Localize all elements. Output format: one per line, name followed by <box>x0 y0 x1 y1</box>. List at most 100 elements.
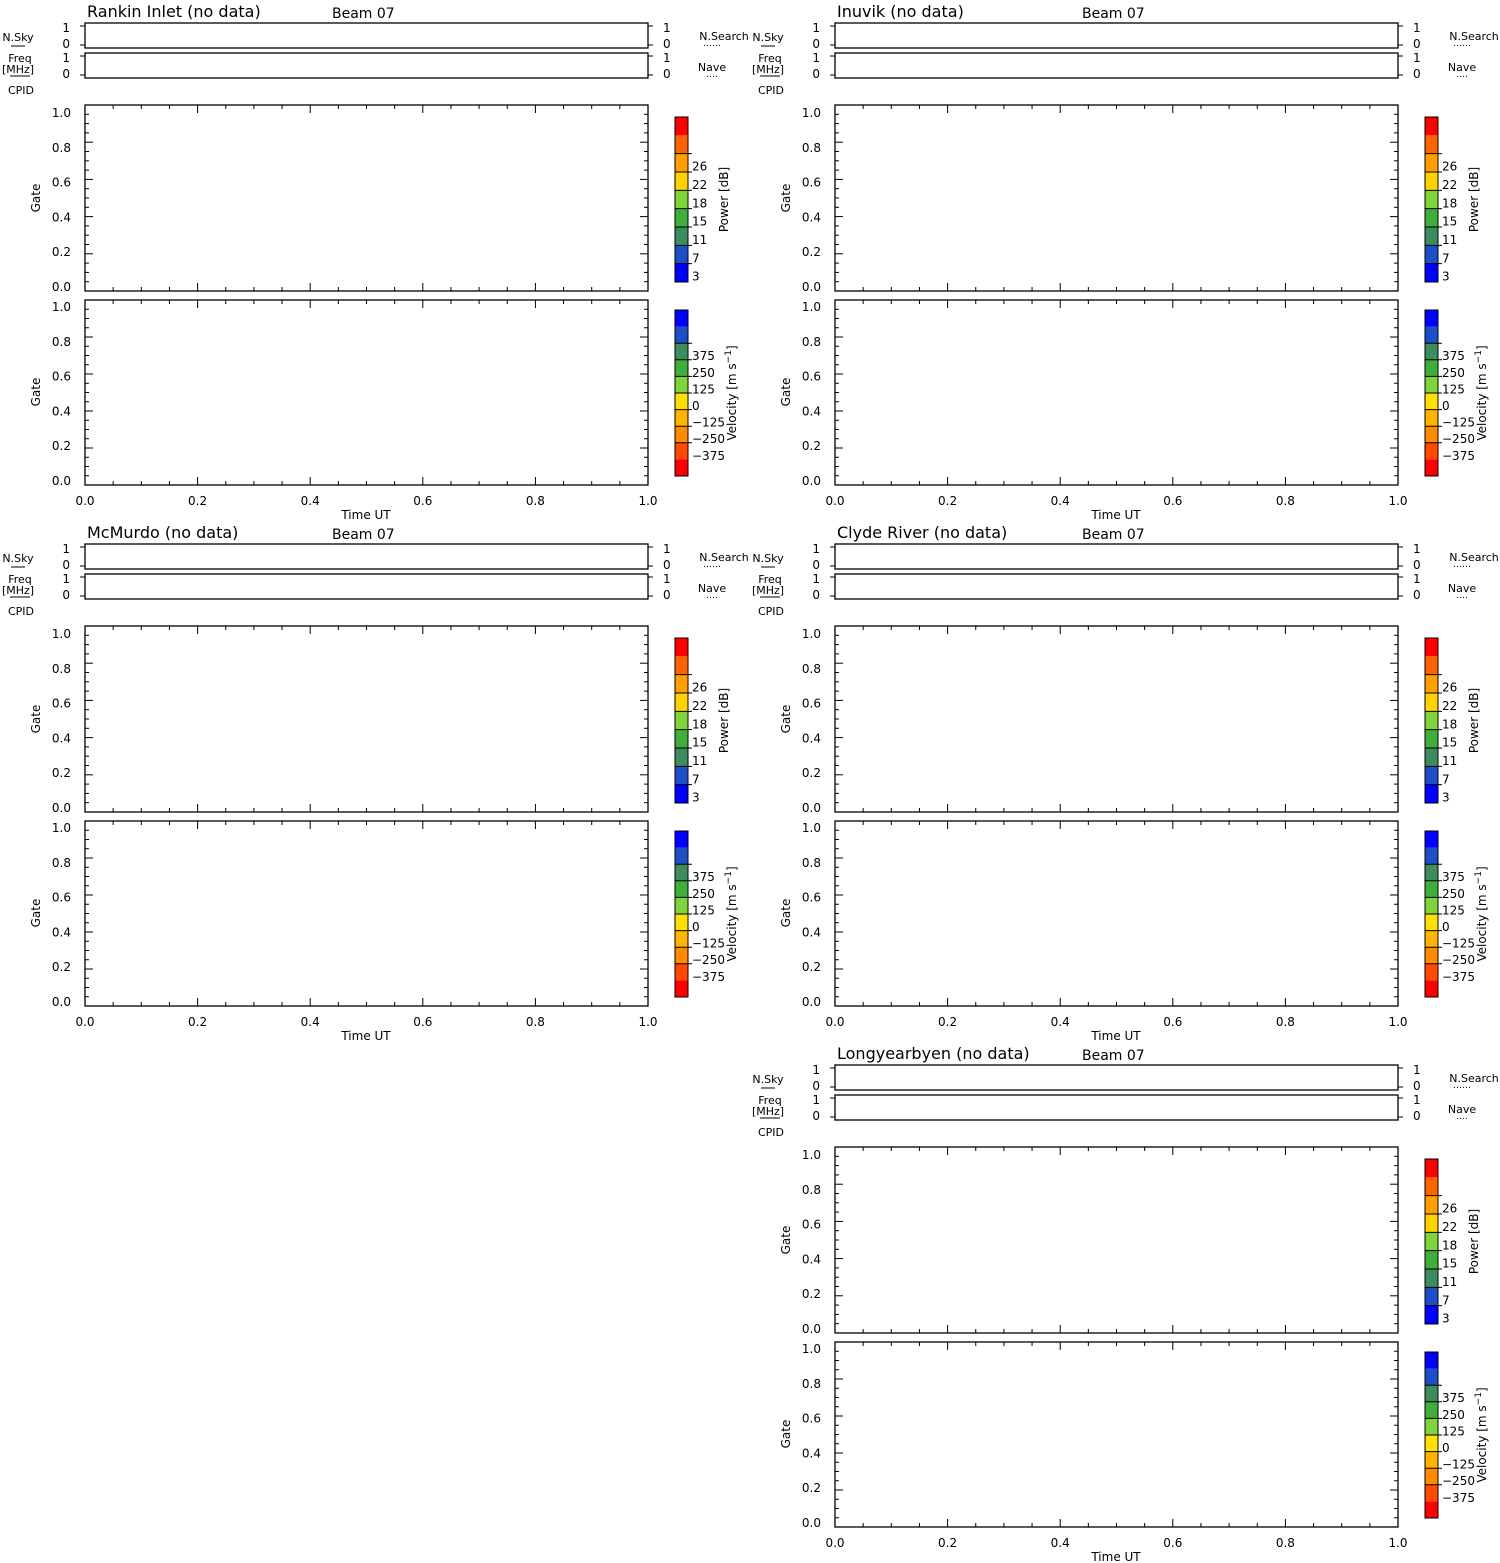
velocity-colorbar-tick-label: −375 <box>1442 970 1475 984</box>
freq-label: Freq <box>758 573 782 586</box>
xtick-label: 0.8 <box>526 1015 545 1029</box>
velocity-colorbar-swatch <box>675 847 688 865</box>
power-colorbar-swatch <box>1425 1214 1438 1233</box>
power-ytick-label: 0.6 <box>802 697 821 711</box>
velocity-colorbar-label: Velocity [m s−1] <box>1474 866 1489 961</box>
freq-label: Freq <box>8 52 32 65</box>
velocity-colorbar-tick-label: −125 <box>692 416 725 430</box>
strip1-right-tick-0: 0 <box>1413 558 1421 572</box>
velocity-colorbar-swatch <box>675 393 688 410</box>
xlabel: Time UT <box>1090 1550 1141 1563</box>
power-colorbar-swatch <box>675 208 688 227</box>
power-ytick-label: 0.4 <box>52 731 71 745</box>
power-ytick-label: 1.0 <box>52 106 71 120</box>
strip1-left-tick-1: 1 <box>812 542 820 556</box>
power-colorbar-swatch <box>1425 117 1438 136</box>
power-ytick-label: 0.8 <box>802 1183 821 1197</box>
power-ylabel: Gate <box>29 184 43 213</box>
strip1-right-tick-1: 1 <box>663 542 671 556</box>
power-colorbar-tick-label: 11 <box>692 754 707 768</box>
velocity-colorbar-tick-label: 125 <box>692 903 715 917</box>
power-colorbar-tick-label: 3 <box>692 791 700 805</box>
strip1-right-tick-1: 1 <box>663 21 671 35</box>
freq-label: Freq <box>758 52 782 65</box>
velocity-colorbar-swatch <box>1425 980 1438 997</box>
velocity-ylabel: Gate <box>779 899 793 928</box>
velocity-colorbar-tick-label: −375 <box>692 970 725 984</box>
power-colorbar-swatch <box>675 227 688 246</box>
power-ytick-label: 0.4 <box>802 731 821 745</box>
power-colorbar-swatch <box>675 656 688 675</box>
freq-strip <box>84 573 649 600</box>
mhz-label: [MHz] <box>752 584 784 597</box>
xtick-label: 0.2 <box>938 494 957 508</box>
velocity-colorbar-swatch <box>1425 1385 1438 1402</box>
velocity-ytick-label: 0.8 <box>52 856 71 870</box>
mhz-label: [MHz] <box>2 63 34 76</box>
power-colorbar-swatch <box>1425 153 1438 172</box>
velocity-colorbar-tick-label: 250 <box>1442 1408 1465 1422</box>
velocity-colorbar-swatch <box>1425 1368 1438 1386</box>
velocity-ytick-label: 0.6 <box>52 891 71 905</box>
power-ytick-label: 0.8 <box>802 662 821 676</box>
strip2-right-tick-1: 1 <box>663 572 671 586</box>
power-colorbar-tick-label: 7 <box>692 251 700 265</box>
power-colorbar-tick-label: 7 <box>1442 1293 1450 1307</box>
xtick-label: 0.4 <box>301 1015 320 1029</box>
velocity-colorbar-swatch <box>1425 1451 1438 1469</box>
power-colorbar-tick-label: 26 <box>692 681 707 695</box>
radar-panel-4: Clyde River (no data) Beam 07 N.Sky Freq[MH… <box>752 523 1499 1043</box>
power-colorbar-tick-label: 3 <box>1442 791 1450 805</box>
velocity-colorbar-swatch <box>675 914 688 931</box>
power-colorbar-tick-label: 7 <box>1442 772 1450 786</box>
velocity-colorbar-swatch <box>1425 426 1438 443</box>
power-colorbar-tick-label: 26 <box>1442 160 1457 174</box>
velocity-ytick-label: 0.4 <box>802 925 821 939</box>
xlabel: Time UT <box>1090 508 1141 522</box>
power-ytick-label: 0.0 <box>802 280 821 294</box>
strip2-left-tick-0: 0 <box>62 67 70 81</box>
xtick-label: 0.6 <box>413 494 432 508</box>
strip1-left-tick-0: 0 <box>62 37 70 51</box>
velocity-colorbar-swatch <box>675 831 688 848</box>
velocity-colorbar-swatch <box>675 864 688 881</box>
power-colorbar-frame <box>1424 116 1439 283</box>
panel-title: Longyearbyen (no data) <box>837 1044 1030 1063</box>
power-colorbar-swatch <box>1425 1159 1438 1178</box>
freq-strip <box>84 52 649 79</box>
velocity-colorbar-swatch <box>675 880 688 898</box>
velocity-colorbar-tick-label: 375 <box>1442 870 1465 884</box>
nave-label: Nave <box>698 582 726 595</box>
power-colorbar-frame <box>674 637 689 804</box>
nave-dots: …. <box>1456 70 1468 80</box>
velocity-colorbar-tick-label: 375 <box>1442 349 1465 363</box>
velocity-ytick-label: 0.2 <box>802 960 821 974</box>
velocity-ytick-label: 0.2 <box>52 960 71 974</box>
velocity-ytick-label: 0.2 <box>802 1481 821 1495</box>
nsearch-dots: …… <box>1453 39 1471 49</box>
strip1-right-tick-0: 0 <box>1413 37 1421 51</box>
strip1-left-tick-1: 1 <box>812 21 820 35</box>
power-ytick-label: 0.2 <box>802 245 821 259</box>
xtick-label: 0.2 <box>188 494 207 508</box>
strip2-left-tick-1: 1 <box>812 1093 820 1107</box>
strip2-left-tick-0: 0 <box>812 1109 820 1123</box>
freq-strip <box>834 52 1399 79</box>
nsky-label: N.Sky <box>2 31 34 44</box>
mhz-label: [MHz] <box>2 584 34 597</box>
strip2-right-tick-0: 0 <box>1413 67 1421 81</box>
velocity-colorbar-swatch <box>1425 376 1438 393</box>
nsearch-dots: …… <box>1453 1081 1471 1091</box>
velocity-colorbar-label: Velocity [m s−1] <box>1474 345 1489 440</box>
cpid-label: CPID <box>758 1126 784 1139</box>
power-ylabel: Gate <box>779 705 793 734</box>
nsearch-label: N.Search <box>699 30 749 43</box>
power-colorbar-tick-label: 26 <box>692 160 707 174</box>
xtick-label: 0.4 <box>1051 1015 1070 1029</box>
power-colorbar-swatch <box>675 153 688 172</box>
velocity-colorbar-swatch <box>675 442 688 460</box>
power-colorbar-swatch <box>1425 693 1438 712</box>
power-ytick-label: 0.4 <box>802 1252 821 1266</box>
power-colorbar-tick-label: 11 <box>1442 233 1457 247</box>
power-colorbar-tick-label: 3 <box>692 270 700 284</box>
